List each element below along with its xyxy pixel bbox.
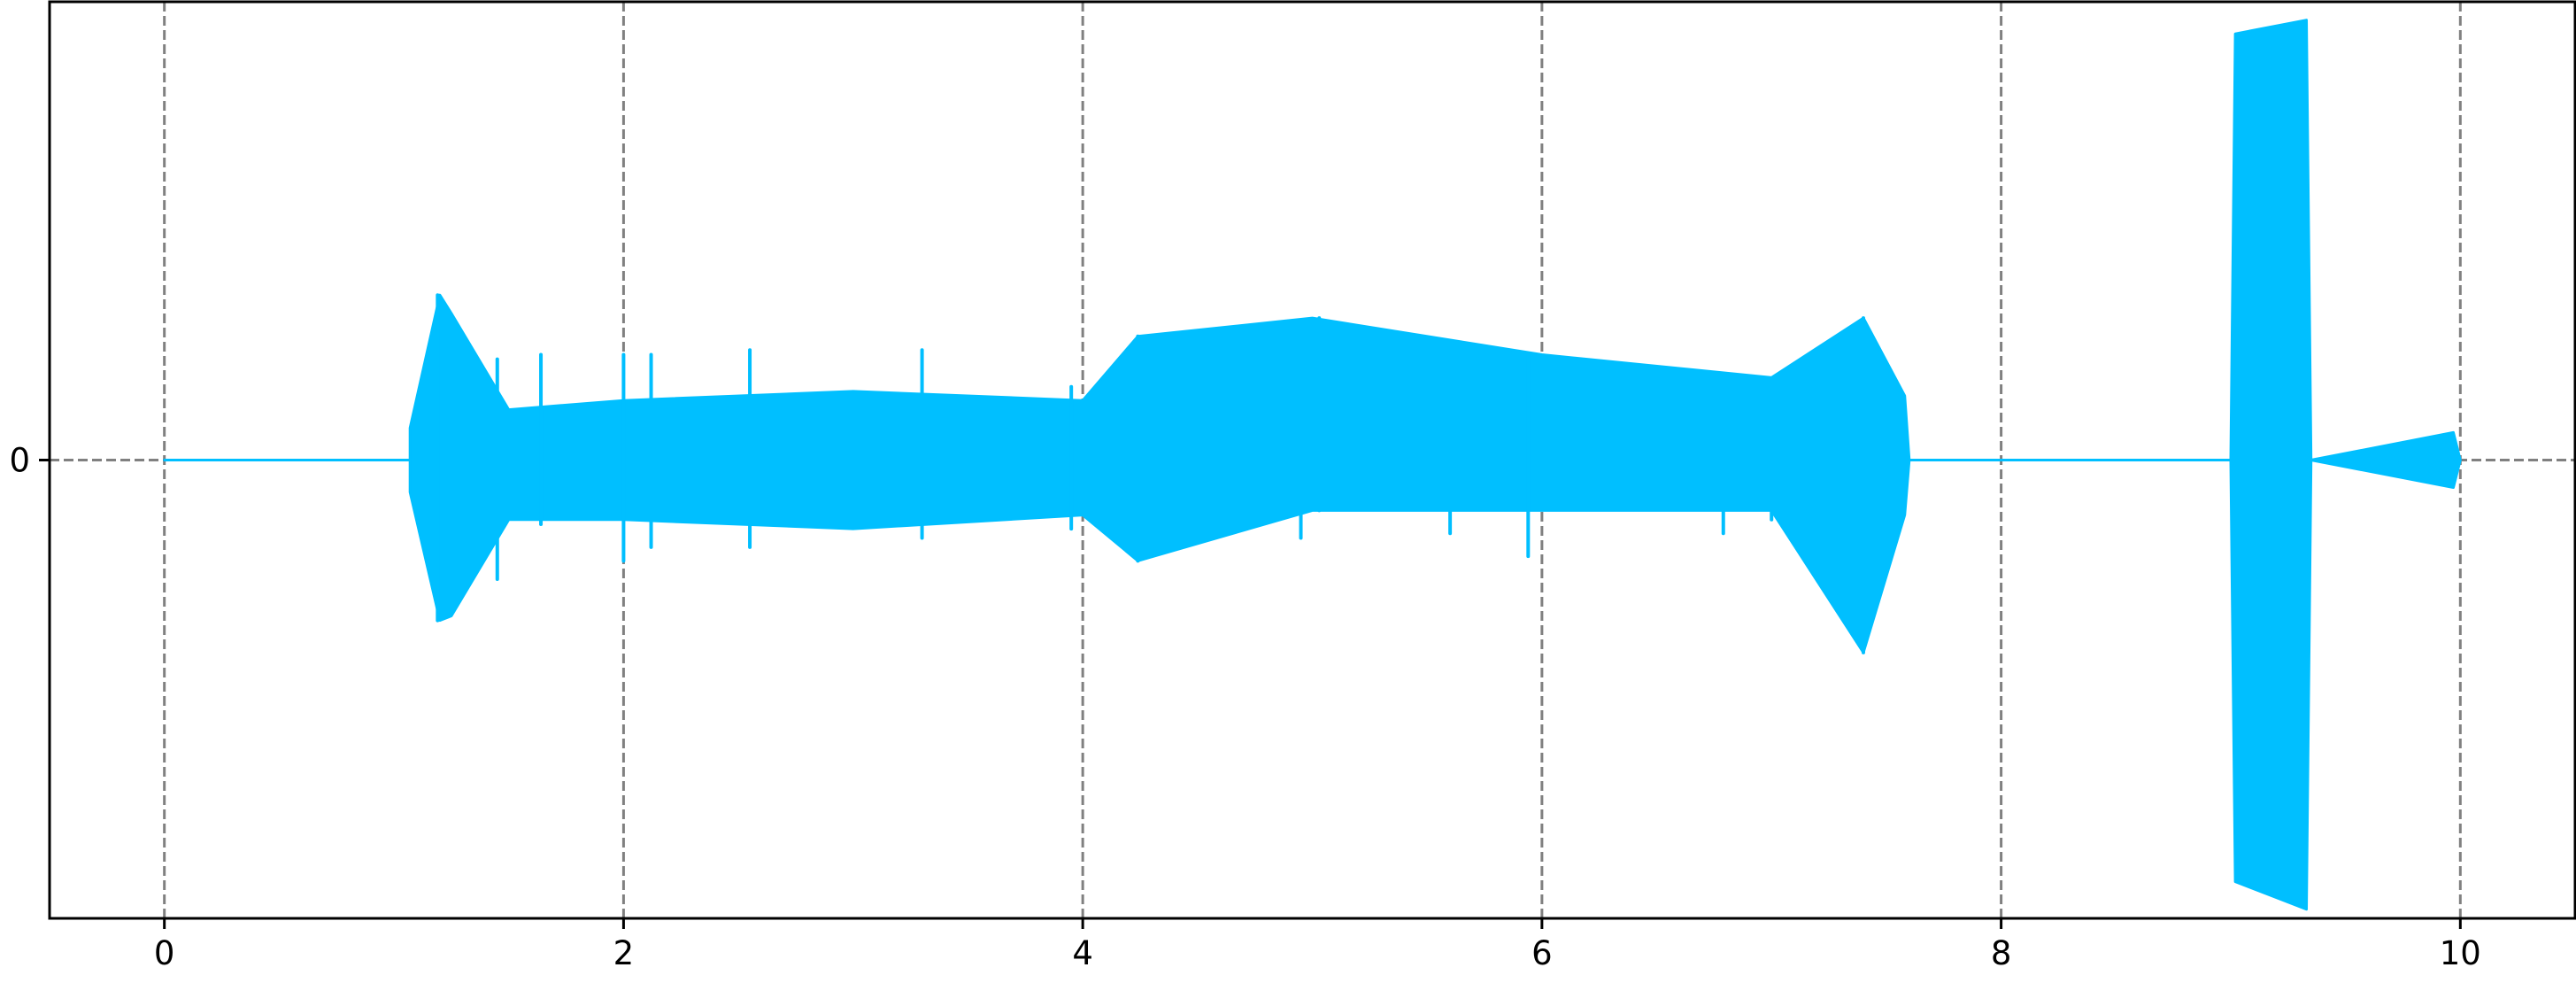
waveform-series (163, 19, 2462, 911)
x-tick-label: 4 (1072, 934, 1093, 972)
x-tick-label: 2 (613, 934, 635, 972)
y-tick-label: 0 (9, 442, 30, 480)
waveform-envelope (163, 19, 2462, 911)
x-tick-label: 10 (2440, 934, 2481, 972)
x-tick-label: 0 (154, 934, 175, 972)
x-tick-label: 6 (1531, 934, 1553, 972)
axis-ticks: 0 2 4 6 8 10 0 (9, 442, 2480, 973)
x-tick-label: 8 (1991, 934, 2012, 972)
